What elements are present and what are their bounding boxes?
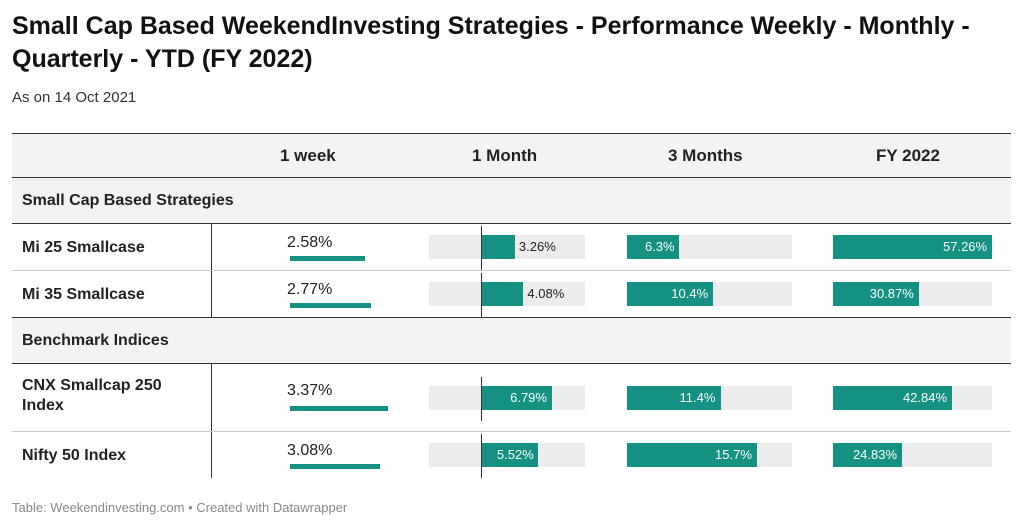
bar-track: 5.52%	[429, 434, 585, 478]
bar-track: 6.3%	[627, 235, 792, 259]
bar-fill	[627, 443, 757, 467]
chart-subtitle: As on 14 Oct 2021	[12, 89, 137, 106]
bar-value-label: 5.52%	[496, 447, 534, 462]
group-benchmark-indices: Benchmark Indices	[12, 318, 1011, 364]
row-name: Mi 25 Smallcase	[22, 239, 145, 256]
table-row: Mi 25 Smallcase 2.58% 3.26% 6.3% 57.26%	[12, 224, 1011, 271]
bar-track: 3.26%	[429, 226, 585, 270]
chart-title: Small Cap Based WeekendInvesting Strateg…	[12, 12, 970, 73]
row-divider	[211, 224, 212, 270]
bar-track: 42.84%	[833, 386, 992, 410]
bar-value-label: 24.83%	[852, 447, 898, 462]
bar-fill	[481, 235, 515, 259]
bar-fill	[627, 282, 713, 306]
group-label: Benchmark Indices	[22, 332, 169, 349]
bar-value-label: 6.79%	[510, 390, 547, 405]
table-row: Mi 35 Smallcase 2.77% 4.08% 10.4% 30.87%	[12, 271, 1011, 318]
zero-line	[481, 377, 482, 421]
bar-fill	[627, 386, 722, 410]
table-row: CNX Smallcap 250 Index 3.37% 6.79% 11.4% 42…	[12, 364, 1011, 432]
bar-fill	[833, 235, 992, 259]
week-bar	[290, 256, 365, 261]
row-name: Mi 35 Smallcase	[22, 286, 145, 303]
week-value-label: 3.08%	[287, 442, 333, 459]
bar-fill	[833, 282, 919, 306]
bar-value-label: 6.3%	[644, 239, 675, 254]
bar-fill	[481, 443, 539, 467]
table-header: 1 week 1 Month 3 Months FY 2022	[12, 133, 1011, 178]
week-value-label: 3.37%	[287, 382, 333, 399]
bar-fill	[481, 386, 552, 410]
bar-value-label: 15.7%	[715, 447, 752, 462]
bar-track: 24.83%	[833, 443, 992, 467]
group-small-cap-strategies: Small Cap Based Strategies	[12, 178, 1011, 224]
performance-table: 1 week 1 Month 3 Months FY 2022 Small Ca…	[12, 133, 1011, 478]
row-divider	[211, 364, 212, 431]
zero-line	[481, 273, 482, 317]
row-name: Nifty 50 Index	[22, 447, 127, 464]
bar-value-label: 10.4%	[671, 286, 709, 301]
bar-track: 10.4%	[627, 282, 792, 306]
group-label: Small Cap Based Strategies	[22, 192, 234, 209]
table-row: Nifty 50 Index 3.08% 5.52% 15.7% 24.83%	[12, 432, 1011, 478]
week-bar	[290, 406, 388, 411]
bar-track: 4.08%	[429, 273, 585, 317]
bar-track: 15.7%	[627, 443, 792, 467]
column-header-fy-2022: FY 2022	[876, 146, 940, 165]
zero-line	[481, 434, 482, 478]
week-bar	[290, 303, 371, 308]
bar-track: 30.87%	[833, 282, 992, 306]
bar-fill	[481, 282, 524, 306]
bar-fill	[833, 443, 902, 467]
column-header-1-month: 1 Month	[472, 146, 538, 165]
bar-fill	[833, 386, 952, 410]
week-value-label: 2.77%	[287, 281, 333, 298]
column-header-3-months: 3 Months	[668, 146, 743, 165]
bar-track: 11.4%	[627, 386, 792, 410]
bar-value-label: 57.26%	[943, 239, 988, 254]
row-divider	[211, 432, 212, 478]
zero-line	[481, 226, 482, 270]
bar-value-label: 4.08%	[527, 286, 565, 301]
row-divider	[211, 271, 212, 317]
bar-value-label: 3.26%	[518, 239, 556, 254]
bar-fill	[627, 235, 679, 259]
footer-source: Table: Weekendinvesting.com • Created wi…	[12, 500, 348, 515]
column-header-1-week: 1 week	[280, 146, 336, 165]
bar-value-label: 42.84%	[902, 390, 948, 405]
bar-value-label: 30.87%	[869, 286, 914, 301]
bar-track: 57.26%	[833, 235, 992, 259]
bar-track: 6.79%	[429, 377, 585, 421]
row-name: CNX Smallcap 250 Index	[22, 377, 162, 414]
week-value-label: 2.58%	[287, 234, 333, 251]
bar-value-label: 11.4%	[679, 390, 716, 405]
week-bar	[290, 464, 380, 469]
